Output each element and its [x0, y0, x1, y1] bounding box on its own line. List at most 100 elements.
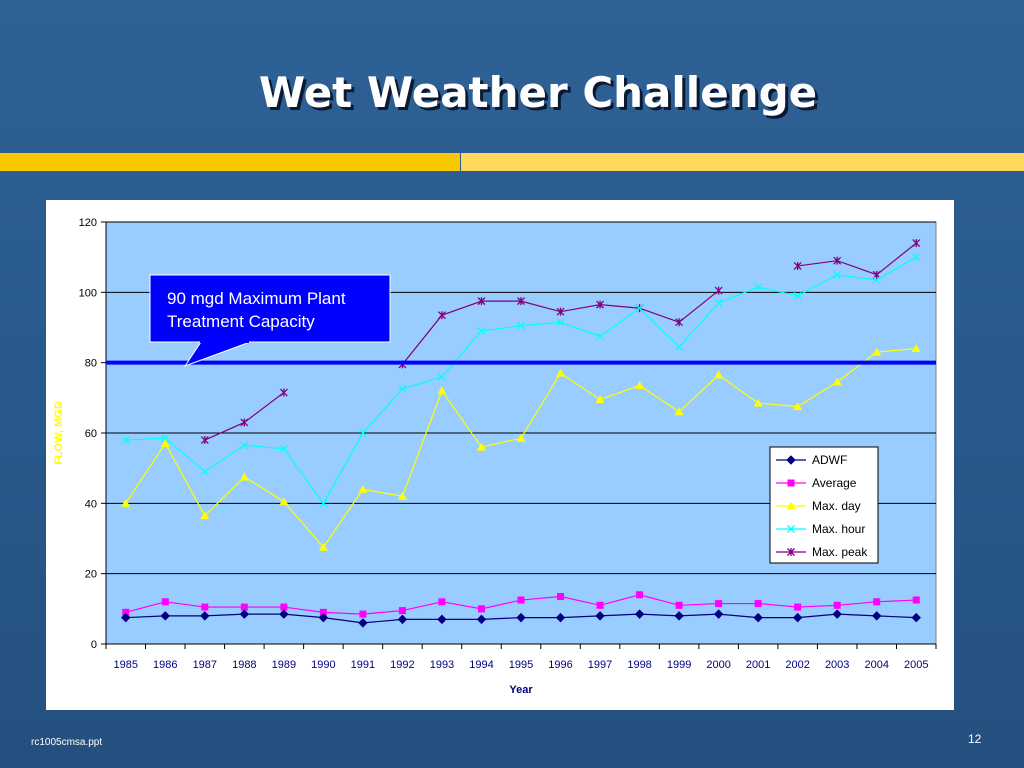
point-max-hour: [596, 332, 605, 341]
point-max-peak: [793, 261, 802, 270]
y-tick-label: 80: [85, 358, 97, 370]
legend-marker-average: [787, 479, 795, 487]
point-average: [833, 601, 841, 609]
point-average: [873, 598, 881, 606]
x-tick-label: 1997: [588, 659, 612, 671]
point-max-day: [200, 511, 210, 520]
point-max-day: [239, 472, 249, 481]
point-max-hour: [437, 372, 446, 381]
point-average: [240, 603, 248, 611]
accent-bar: [0, 153, 460, 171]
point-max-hour: [675, 342, 684, 351]
point-adwf: [121, 612, 131, 623]
legend-label: ADWF: [812, 453, 847, 467]
point-average: [201, 603, 209, 611]
x-tick-label: 1994: [469, 659, 493, 671]
point-average: [675, 601, 683, 609]
point-max-hour: [872, 276, 881, 284]
point-adwf: [713, 609, 724, 619]
slide-title: Wet Weather Challenge: [258, 68, 818, 117]
callout-joint: [200, 340, 249, 343]
accent-bar-light: [461, 153, 1024, 171]
point-max-day: [279, 497, 289, 506]
legend-marker-adwf: [786, 455, 796, 465]
point-max-peak: [279, 388, 288, 397]
point-adwf: [595, 611, 605, 621]
x-tick-label: 1991: [351, 659, 375, 671]
x-tick-label: 2000: [706, 659, 730, 671]
point-max-hour: [279, 444, 288, 453]
point-max-hour: [556, 318, 565, 327]
point-max-hour: [200, 467, 209, 476]
legend-label: Max. day: [812, 499, 861, 513]
point-average: [359, 610, 367, 618]
point-average: [636, 591, 644, 599]
point-max-hour: [714, 298, 723, 307]
x-tick-label: 1987: [193, 659, 217, 671]
point-adwf: [397, 614, 408, 625]
point-max-hour: [517, 321, 525, 330]
x-tick-label: 2005: [904, 659, 928, 671]
x-tick-label: 2004: [864, 659, 888, 671]
legend: [769, 446, 879, 564]
point-max-hour: [121, 436, 130, 444]
point-max-peak: [240, 418, 249, 427]
point-adwf: [279, 609, 289, 619]
point-max-day: [714, 370, 724, 379]
point-average: [912, 596, 920, 604]
point-average: [477, 605, 485, 613]
capacity-callout: [149, 274, 391, 343]
x-tick-label: 1990: [311, 659, 335, 671]
point-adwf: [832, 609, 842, 619]
point-max-hour: [319, 499, 328, 508]
footer-filename: rc1005cmsa.ppt: [31, 737, 103, 748]
point-adwf: [239, 609, 250, 619]
point-max-day: [793, 402, 803, 411]
point-max-day: [872, 347, 882, 356]
x-tick-label: 1998: [627, 659, 651, 671]
point-max-hour: [477, 327, 486, 335]
point-max-peak: [912, 239, 921, 248]
x-axis-title: Year: [509, 684, 533, 696]
point-adwf: [476, 614, 487, 625]
point-max-day: [437, 386, 447, 395]
y-tick-label: 40: [85, 498, 97, 510]
legend-label: Max. hour: [812, 522, 865, 536]
point-max-peak: [517, 297, 525, 306]
point-max-peak: [596, 300, 605, 309]
point-adwf: [555, 612, 566, 623]
y-tick-label: 60: [85, 428, 97, 440]
point-adwf: [792, 612, 803, 623]
point-max-hour: [754, 283, 763, 292]
point-max-day: [397, 491, 407, 500]
point-max-day: [635, 381, 645, 390]
x-tick-label: 2002: [785, 659, 809, 671]
point-max-hour: [398, 385, 407, 394]
point-max-day: [358, 484, 368, 493]
point-average: [319, 608, 327, 616]
capacity-callout-text: 90 mgd Maximum Plant Treatment Capacity: [167, 289, 346, 331]
point-max-hour: [912, 253, 921, 262]
point-average: [715, 600, 723, 608]
point-max-day: [516, 433, 526, 442]
x-tick-label: 1986: [153, 659, 177, 671]
point-average: [596, 601, 604, 609]
point-max-day: [674, 407, 684, 416]
x-tick-label: 1985: [114, 659, 138, 671]
point-adwf: [358, 618, 368, 628]
x-tick-label: 1995: [509, 659, 533, 671]
legend-marker-max-day: [786, 501, 796, 510]
point-average: [754, 600, 762, 608]
x-tick-label: 1999: [667, 659, 691, 671]
point-max-day: [753, 398, 763, 407]
point-adwf: [516, 612, 526, 623]
point-adwf: [872, 611, 882, 621]
point-average: [557, 593, 565, 601]
series-line-max-peak: [797, 242, 917, 276]
x-tick-label: 1989: [272, 659, 296, 671]
point-max-day: [121, 498, 131, 507]
y-tick-label: 0: [91, 639, 97, 651]
point-max-hour: [833, 270, 842, 279]
point-max-peak: [437, 311, 446, 320]
